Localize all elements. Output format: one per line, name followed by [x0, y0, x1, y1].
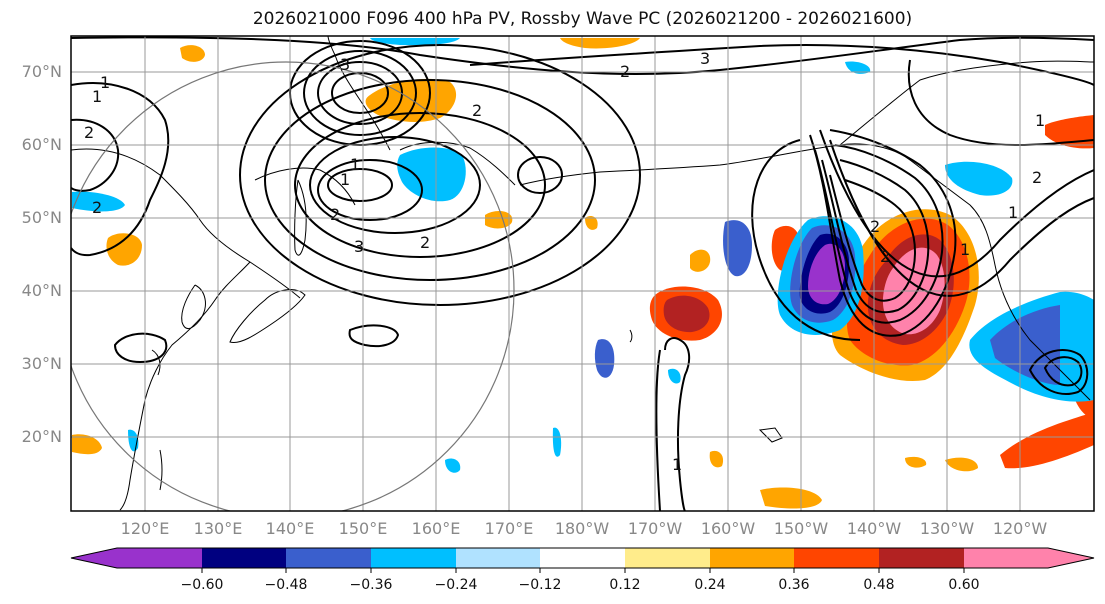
colorbar-tick-label: 0.48 [863, 577, 894, 593]
contour-label: 1 [1008, 203, 1018, 222]
contour-label: 1 [1035, 111, 1045, 130]
lon-label: 140°E [266, 519, 315, 538]
latitude-labels: 70°N 60°N 50°N 40°N 30°N 20°N [22, 62, 62, 446]
colorbar-tick-label: −0.12 [519, 577, 562, 593]
contour-label: 2 [92, 198, 102, 217]
colorbar-tick-label: −0.36 [350, 577, 393, 593]
colorbar-cell [71, 548, 117, 568]
lon-label: 150°W [774, 519, 829, 538]
colorbar-cell [710, 548, 794, 568]
longitude-labels: 120°E 130°E 140°E 150°E 160°E 170°E 180°… [121, 519, 1048, 538]
contour-labels: 1 1 2 2 3 2 3 1 2 3 1 2 2 1 2 1 1 2 2 1 [84, 49, 1045, 474]
contour-label: 3 [700, 49, 710, 68]
lon-label: 160°W [701, 519, 756, 538]
colorbar-cell [879, 548, 964, 568]
contour-label: 2 [620, 62, 630, 81]
contour-label: 2 [870, 217, 880, 236]
colorbar-tick-label: 0.36 [778, 577, 809, 593]
colorbar-outline [70, 547, 1095, 569]
colorbar-tick-label: 0.60 [948, 577, 979, 593]
colorbar-tick-label: −0.24 [435, 577, 478, 593]
colorbar-cell [625, 548, 710, 568]
contour-label: 1 [960, 240, 970, 259]
lat-label: 30°N [22, 354, 62, 373]
contour-label: 1 [92, 87, 102, 106]
lon-label: 150°E [339, 519, 388, 538]
contour-label: 2 [420, 233, 430, 252]
lon-label: 140°W [847, 519, 902, 538]
lon-label: 160°E [412, 519, 461, 538]
colorbar-cell [202, 548, 286, 568]
colorbar: −0.60 −0.48 −0.36 −0.24 −0.12 0.12 0.24 … [70, 547, 1095, 593]
lon-label: 130°W [920, 519, 975, 538]
colorbar-tick-label: −0.60 [181, 577, 224, 593]
contour-label: 3 [340, 55, 350, 74]
contour-label: 1 [672, 455, 682, 474]
contour-label: 3 [354, 237, 364, 256]
contour-label: 1 [350, 155, 360, 174]
lat-label: 20°N [22, 427, 62, 446]
colorbar-cell [117, 548, 202, 568]
colorbar-tick-label: 0.12 [609, 577, 640, 593]
colorbar-cell [540, 548, 625, 568]
graticule [71, 36, 1094, 511]
colorbar-cell [794, 548, 879, 568]
contour-label: 2 [472, 101, 482, 120]
contour-label: 2 [330, 205, 340, 224]
colorbar-cell [456, 548, 540, 568]
colorbar-cell [371, 548, 456, 568]
contour-label: 2 [1032, 168, 1042, 187]
lat-label: 70°N [22, 62, 62, 81]
colorbar-tick-label: 0.24 [694, 577, 725, 593]
map-frame [70, 35, 1095, 512]
lon-label: 130°E [194, 519, 243, 538]
lon-label: 120°E [121, 519, 170, 538]
contour-label: 1 [340, 170, 350, 189]
lat-label: 40°N [22, 281, 62, 300]
pv-contours [71, 36, 1094, 511]
lon-label: 170°E [485, 519, 534, 538]
lon-label: 170°W [628, 519, 683, 538]
colorbar-tick-label: −0.48 [265, 577, 308, 593]
colorbar-cell [1048, 548, 1094, 568]
colorbar-cell [964, 548, 1048, 568]
map-title: 2026021000 F096 400 hPa PV, Rossby Wave … [252, 9, 913, 29]
colorbar-cell [286, 548, 371, 568]
lat-label: 60°N [22, 135, 62, 154]
contour-label: 2 [880, 247, 890, 266]
reference-circle [71, 61, 515, 511]
lon-label: 120°W [993, 519, 1048, 538]
contour-label: 1 [100, 73, 110, 92]
contour-label: 2 [84, 123, 94, 142]
lon-label: 180°W [555, 519, 610, 538]
lat-label: 50°N [22, 208, 62, 227]
